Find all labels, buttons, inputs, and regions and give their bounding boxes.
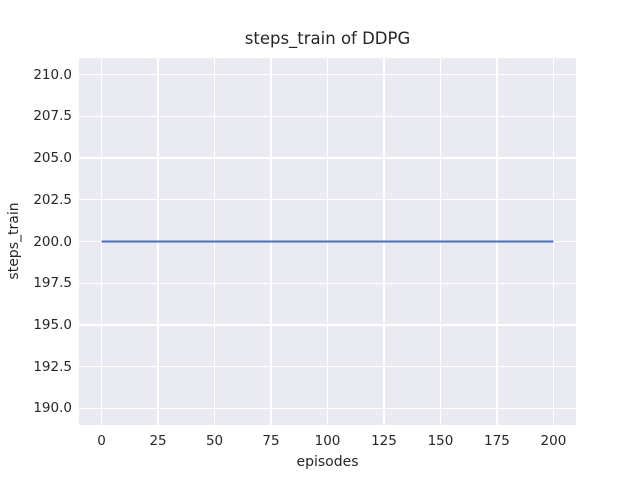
x-tick-label: 50 [205, 433, 224, 449]
x-tick-label: 175 [484, 433, 510, 449]
y-tick-label: 207.5 [33, 108, 72, 125]
x-tick-label: 100 [314, 433, 341, 449]
y-gridline [79, 115, 576, 118]
y-gridline [79, 282, 576, 284]
x-tick-label: 75 [262, 433, 280, 449]
y-tick-label: 210.0 [33, 66, 72, 83]
y-gridline [79, 199, 576, 201]
data-series-layer [101, 240, 554, 243]
y-gridline [79, 365, 576, 368]
y-tick-label: 200.0 [33, 233, 72, 250]
chart-title: steps_train of DDPG [244, 29, 411, 48]
x-axis-label: episodes [296, 454, 359, 470]
y-tick-label: 202.5 [33, 191, 72, 208]
x-tick-label: 25 [149, 433, 167, 449]
x-tick-label: 200 [540, 433, 567, 449]
y-axis-label: steps_train [6, 202, 22, 280]
y-gridline [79, 73, 576, 76]
y-gridline [79, 157, 576, 159]
y-tick-label: 190.0 [33, 400, 72, 417]
x-tick-label: 125 [371, 433, 397, 449]
y-gridline [79, 324, 576, 326]
plot-area [79, 58, 576, 425]
x-tick-label: 0 [97, 433, 106, 449]
y-tick-label: 205.0 [33, 150, 72, 167]
y-tick-label: 197.5 [33, 275, 72, 292]
y-tick-label: 195.0 [33, 316, 72, 333]
y-gridline [79, 407, 576, 409]
x-tick-label: 150 [427, 433, 454, 449]
y-tick-label: 192.5 [33, 358, 72, 375]
